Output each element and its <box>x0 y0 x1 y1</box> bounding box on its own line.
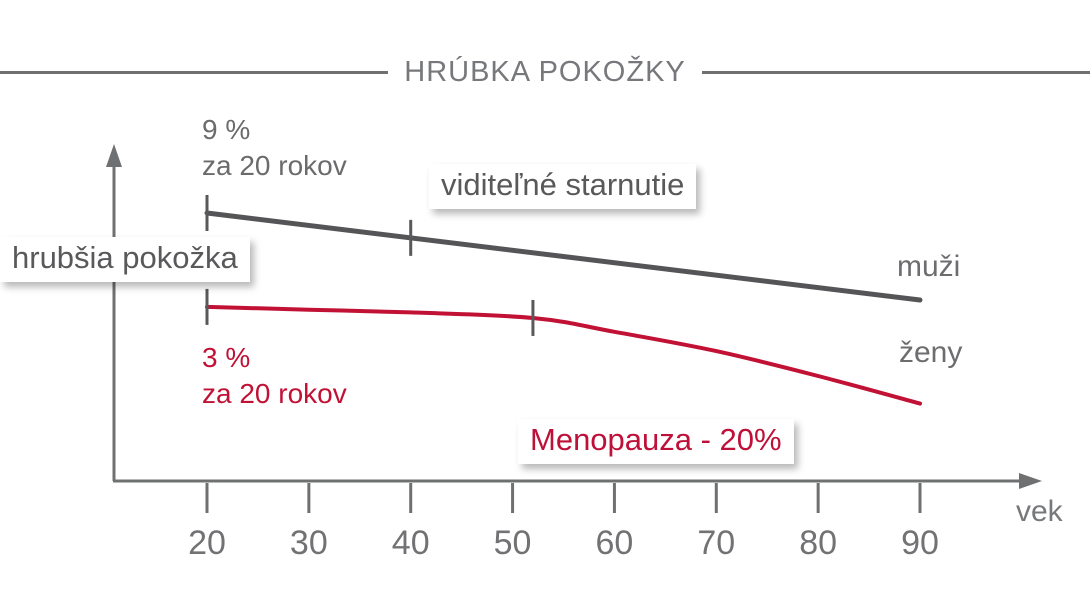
x-axis-title: vek <box>1016 495 1063 528</box>
x-tick-label-50: 50 <box>493 524 532 562</box>
menopause-callout: Menopauza - 20% <box>518 419 794 464</box>
x-tick-label-70: 70 <box>697 524 736 562</box>
title-rule-right <box>701 71 1090 74</box>
x-tick-label-80: 80 <box>799 524 838 562</box>
women-series-label: ženy <box>899 336 963 369</box>
visible-aging-callout: viditeľné starnutie <box>429 164 697 209</box>
x-tick-label-90: 90 <box>901 524 939 562</box>
chart-title-row: HRÚBKA POKOŽKY <box>0 56 1090 89</box>
series-line-men <box>204 210 923 303</box>
x-tick-label-40: 40 <box>391 524 430 562</box>
chart-title: HRÚBKA POKOŽKY <box>404 56 686 88</box>
men-rate-annotation: 9 % za 20 rokov <box>202 114 347 181</box>
thicker-skin-callout: hrubšia pokožka <box>0 237 250 282</box>
title-rule-left <box>0 71 389 74</box>
women-rate-annotation: 3 % za 20 rokov <box>202 342 347 409</box>
men-series-label: muži <box>897 250 961 283</box>
x-axis-arrowhead <box>1019 473 1042 489</box>
x-tick-label-20: 20 <box>188 524 226 562</box>
y-axis-arrowhead <box>106 144 122 167</box>
x-tick-label-60: 60 <box>595 524 634 562</box>
x-tick-label-30: 30 <box>289 524 328 562</box>
series-line-women <box>205 304 922 406</box>
